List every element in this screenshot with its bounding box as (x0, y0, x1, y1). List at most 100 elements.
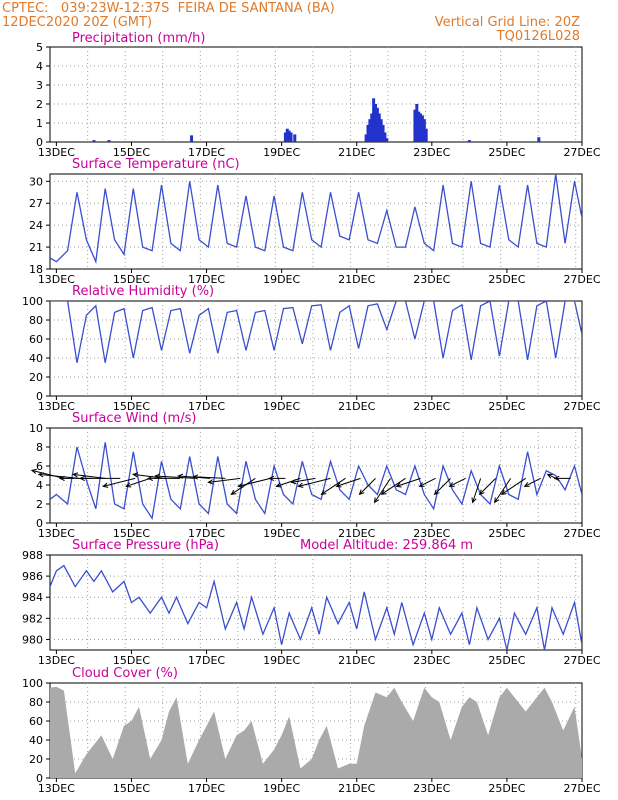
panel-title: Surface Wind (m/s) (72, 411, 196, 426)
precip-bar (383, 132, 387, 142)
x-tick-label: 13DEC (38, 527, 75, 540)
wind-arrow (238, 477, 271, 487)
x-tick-label: 27DEC (563, 400, 600, 413)
precip-bar (283, 132, 287, 142)
y-tick-label: 980 (22, 633, 43, 646)
wind-arrow (547, 473, 556, 479)
wind-arrow (103, 477, 136, 487)
x-tick-label: 25DEC (488, 400, 525, 413)
header-model-id: TQ0126L028 (496, 29, 580, 44)
y-tick-label: 3 (36, 79, 43, 92)
x-tick-label: 23DEC (413, 273, 450, 286)
wind-arrow-head (290, 479, 297, 485)
x-tick-label: 25DEC (488, 527, 525, 540)
wind-arrow (494, 478, 512, 503)
x-tick-label: 23DEC (413, 527, 450, 540)
x-tick-label: 15DEC (113, 400, 150, 413)
wind-arrow-head (494, 497, 500, 504)
y-tick-label: 24 (29, 219, 43, 232)
x-tick-label: 15DEC (113, 273, 150, 286)
precip-bar (413, 109, 417, 142)
y-tick-label: 40 (29, 352, 43, 365)
x-tick-label: 23DEC (413, 146, 450, 159)
panel-title: Relative Humidity (%) (72, 284, 214, 299)
wind-arrow-head (500, 489, 507, 495)
x-tick-label: 21DEC (338, 527, 375, 540)
wind-arrow (276, 477, 301, 487)
panel-frame (49, 173, 583, 270)
y-tick-label: 40 (29, 734, 43, 747)
wind-arrow (31, 469, 65, 479)
precip-bar (377, 113, 381, 142)
x-tick-label: 15DEC (113, 146, 150, 159)
precip-bar (285, 128, 289, 142)
y-tick-label: 18 (29, 263, 43, 276)
y-tick-label: 60 (29, 333, 43, 346)
wind-arrow (38, 473, 79, 479)
wind-arrow-head (523, 482, 530, 487)
y-tick-label: 80 (29, 314, 43, 327)
x-tick-label: 15DEC (113, 654, 150, 667)
y-tick-label: 988 (22, 549, 43, 562)
y-tick-label: 80 (29, 696, 43, 709)
wind-arrow-head (147, 475, 153, 481)
x-tick-label: 21DEC (338, 400, 375, 413)
x-tick-label: 13DEC (38, 782, 75, 795)
wind-arrow (208, 477, 241, 483)
y-tick-label: 4 (36, 60, 43, 73)
x-tick-label: 19DEC (263, 654, 300, 667)
x-tick-label: 17DEC (188, 654, 225, 667)
wind-arrow-head (192, 474, 199, 480)
x-tick-label: 21DEC (338, 146, 375, 159)
wind-arrow (449, 477, 466, 487)
y-tick-label: 60 (29, 715, 43, 728)
wind-arrow-head (58, 475, 65, 481)
y-tick-label: 21 (29, 241, 43, 254)
series-line (50, 564, 582, 650)
series-line (50, 174, 582, 265)
wind-arrow (133, 473, 166, 479)
wind-arrow (472, 478, 482, 503)
wind-arrow-head (132, 472, 139, 478)
wind-arrow (434, 477, 451, 495)
y-tick-label: 1 (36, 117, 43, 130)
x-tick-label: 27DEC (563, 782, 600, 795)
wind-arrow-head (237, 482, 244, 488)
wind-arrow (374, 478, 391, 503)
wind-arrow-head (373, 497, 380, 504)
precip-bar (424, 128, 428, 142)
panel-frame (49, 300, 583, 397)
x-tick-label: 13DEC (38, 273, 75, 286)
x-tick-label: 19DEC (263, 782, 300, 795)
wind-arrow-head (395, 482, 402, 488)
wind-arrow-head (207, 479, 214, 485)
panel-title: Precipitation (mm/h) (72, 31, 205, 46)
wind-arrow-head (471, 497, 477, 504)
x-tick-label: 25DEC (488, 782, 525, 795)
x-tick-label: 21DEC (338, 782, 375, 795)
wind-arrow (381, 477, 406, 495)
x-tick-label: 13DEC (38, 654, 75, 667)
wind-arrow-head (335, 482, 342, 488)
y-tick-label: 8 (36, 441, 43, 454)
wind-arrow-head (102, 482, 109, 488)
precip-bar (422, 119, 426, 142)
x-tick-label: 27DEC (563, 273, 600, 286)
wind-arrow-head (448, 482, 455, 487)
precip-bar (372, 98, 376, 142)
x-tick-label: 13DEC (38, 146, 75, 159)
y-tick-label: 984 (22, 591, 43, 604)
header-station: CPTEC: 039:23W-12:37S FEIRA DE SANTANA (… (2, 1, 335, 16)
y-tick-label: 0 (36, 772, 43, 785)
x-tick-label: 21DEC (338, 654, 375, 667)
x-tick-label: 23DEC (413, 782, 450, 795)
model-altitude: Model Altitude: 259.864 m (300, 538, 473, 553)
wind-arrow (359, 477, 376, 495)
wind-arrow-head (177, 473, 184, 479)
wind-arrow (193, 476, 226, 479)
x-tick-label: 19DEC (263, 400, 300, 413)
y-tick-label: 10 (29, 422, 43, 435)
x-tick-label: 23DEC (413, 400, 450, 413)
wind-arrow (73, 473, 106, 479)
